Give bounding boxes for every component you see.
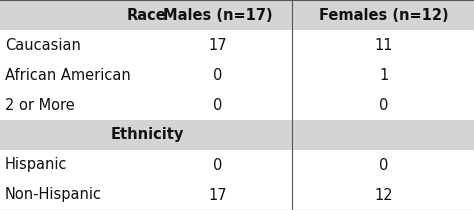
Text: 0: 0 — [379, 97, 389, 113]
Text: African American: African American — [5, 67, 130, 83]
Text: 0: 0 — [379, 158, 389, 172]
Bar — [0, 30, 474, 60]
Bar — [0, 120, 474, 150]
Bar — [0, 0, 474, 30]
Text: Non-Hispanic: Non-Hispanic — [5, 188, 102, 202]
Text: 0: 0 — [213, 67, 223, 83]
Text: Race: Race — [127, 8, 167, 22]
Text: Ethnicity: Ethnicity — [110, 127, 183, 143]
Text: Females (n=12): Females (n=12) — [319, 8, 449, 22]
Text: 0: 0 — [213, 158, 223, 172]
Text: 11: 11 — [374, 38, 393, 52]
Text: 12: 12 — [374, 188, 393, 202]
Bar — [0, 60, 474, 90]
Bar — [0, 90, 474, 120]
Text: 2 or More: 2 or More — [5, 97, 74, 113]
Text: 17: 17 — [209, 38, 228, 52]
Bar — [0, 180, 474, 210]
Text: Males (n=17): Males (n=17) — [163, 8, 273, 22]
Text: Hispanic: Hispanic — [5, 158, 67, 172]
Bar — [0, 150, 474, 180]
Text: 1: 1 — [379, 67, 389, 83]
Text: 17: 17 — [209, 188, 228, 202]
Text: Caucasian: Caucasian — [5, 38, 81, 52]
Text: 0: 0 — [213, 97, 223, 113]
